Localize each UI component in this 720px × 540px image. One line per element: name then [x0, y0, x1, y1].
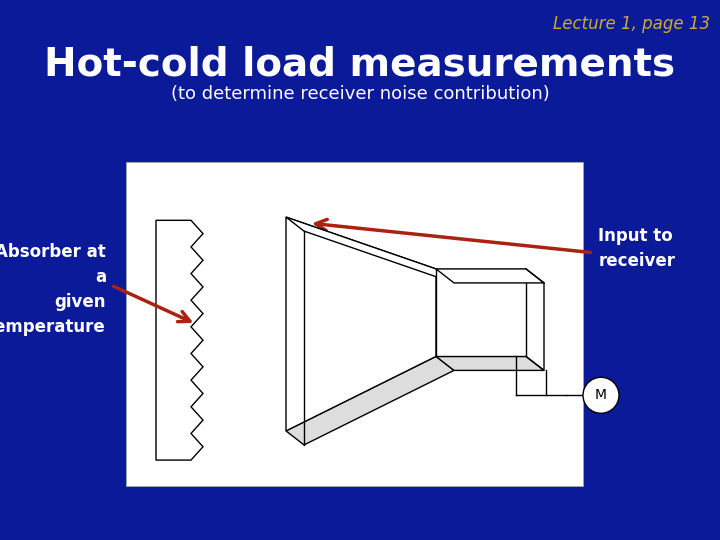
Polygon shape: [286, 356, 454, 445]
Polygon shape: [286, 217, 454, 283]
Polygon shape: [436, 356, 544, 370]
Text: Input to
receiver: Input to receiver: [598, 227, 675, 270]
Text: M: M: [595, 388, 607, 402]
Bar: [126, 162, 583, 486]
Text: Absorber at
a
given
temperature: Absorber at a given temperature: [0, 243, 106, 336]
Polygon shape: [286, 217, 436, 431]
Text: Hot-cold load measurements: Hot-cold load measurements: [45, 45, 675, 83]
Bar: [436, 269, 526, 356]
Polygon shape: [436, 269, 544, 283]
Circle shape: [583, 377, 619, 413]
Text: Lecture 1, page 13: Lecture 1, page 13: [553, 15, 710, 33]
Polygon shape: [156, 220, 203, 460]
Text: (to determine receiver noise contribution): (to determine receiver noise contributio…: [171, 85, 549, 103]
